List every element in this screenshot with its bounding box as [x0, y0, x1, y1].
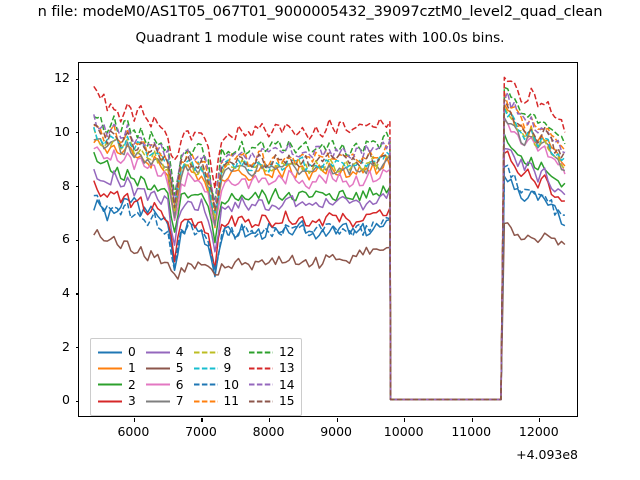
legend-entry-4[interactable]: 4 — [145, 344, 184, 360]
x-tick-label: 9000 — [320, 424, 352, 439]
legend-swatch-10 — [193, 384, 218, 386]
legend-label-6: 6 — [175, 377, 184, 392]
legend-label-14: 14 — [279, 377, 295, 392]
y-tick-mark — [75, 78, 79, 80]
x-tick-label: 11000 — [451, 424, 492, 439]
x-tick-mark — [133, 418, 135, 422]
legend-label-10: 10 — [223, 377, 240, 392]
legend-swatch-12 — [249, 351, 274, 354]
legend-entry-5[interactable]: 5 — [145, 360, 184, 376]
figure-suptitle: n file: modeM0/AS1T05_067T01_9000005432_… — [37, 3, 603, 20]
legend-label-1: 1 — [128, 361, 136, 376]
legend-swatch-8 — [193, 351, 218, 354]
x-tick-mark — [201, 418, 203, 422]
legend-swatch-3 — [98, 400, 122, 403]
x-tick-mark — [471, 418, 473, 422]
x-tick-label: 12000 — [518, 424, 559, 439]
legend-swatch-2 — [98, 384, 122, 386]
legend-swatch-5 — [145, 367, 170, 370]
x-tick-mark — [336, 418, 338, 422]
legend-label-2: 2 — [128, 377, 136, 392]
y-tick-label: 4 — [62, 284, 70, 300]
y-tick-label: 10 — [54, 123, 70, 139]
legend-label-3: 3 — [128, 394, 136, 409]
legend-swatch-1 — [98, 367, 122, 370]
legend-entry-14[interactable]: 14 — [248, 377, 295, 393]
legend-label-13: 13 — [279, 361, 295, 376]
x-axis-offset-label: +4.093e8 — [516, 447, 578, 462]
y-tick-label: 12 — [54, 70, 70, 86]
legend-label-15: 15 — [279, 394, 295, 409]
x-tick-mark — [404, 418, 406, 422]
legend-entry-8[interactable]: 8 — [193, 344, 240, 360]
y-tick-mark — [75, 239, 79, 241]
legend-swatch-15 — [249, 400, 274, 403]
legend-entry-0[interactable]: 0 — [97, 344, 136, 360]
legend-entry-1[interactable]: 1 — [97, 360, 136, 376]
legend-label-5: 5 — [175, 361, 184, 376]
count-rate-line-chart — [93, 76, 566, 401]
legend-label-11: 11 — [223, 394, 240, 409]
legend-entry-7[interactable]: 7 — [145, 393, 184, 409]
y-tick-label: 6 — [62, 231, 70, 247]
legend-entry-12[interactable]: 12 — [248, 344, 295, 360]
y-tick-mark — [75, 400, 79, 402]
x-tick-label: 6000 — [117, 424, 150, 439]
legend-swatch-13 — [249, 367, 274, 370]
legend-swatch-0 — [98, 351, 122, 354]
legend-entry-9[interactable]: 9 — [193, 360, 240, 376]
legend-label-8: 8 — [223, 345, 232, 360]
legend-entry-2[interactable]: 2 — [97, 377, 136, 393]
y-tick-label: 0 — [62, 392, 70, 408]
module-legend[interactable]: 0 1 2 3 4 5 6 7 8 9 10 11 12 13 14 15 — [90, 338, 302, 416]
x-tick-label: 8000 — [252, 424, 285, 439]
legend-entry-3[interactable]: 3 — [97, 393, 136, 409]
legend-label-9: 9 — [223, 361, 232, 376]
y-tick-mark — [75, 186, 79, 188]
y-tick-mark — [75, 347, 79, 349]
legend-entry-15[interactable]: 15 — [248, 393, 295, 409]
legend-label-4: 4 — [175, 345, 184, 360]
x-tick-label: 7000 — [185, 424, 217, 439]
legend-label-7: 7 — [175, 394, 184, 409]
legend-entry-13[interactable]: 13 — [248, 360, 295, 376]
plot-title: Quadrant 1 module wise count rates with … — [135, 30, 505, 46]
y-tick-label: 8 — [62, 177, 70, 193]
legend-swatch-6 — [145, 384, 170, 386]
y-tick-mark — [75, 293, 79, 295]
legend-label-0: 0 — [128, 345, 136, 360]
legend-swatch-4 — [145, 351, 170, 354]
legend-swatch-7 — [145, 400, 170, 403]
series-line-15 — [93, 98, 566, 401]
legend-swatch-9 — [193, 367, 218, 370]
legend-swatch-14 — [249, 384, 274, 386]
legend-swatch-11 — [193, 400, 218, 403]
legend-entry-10[interactable]: 10 — [193, 377, 240, 393]
y-tick-mark — [75, 132, 79, 134]
legend-entry-6[interactable]: 6 — [145, 377, 184, 393]
x-tick-mark — [539, 418, 541, 422]
x-tick-mark — [269, 418, 271, 422]
legend-entry-11[interactable]: 11 — [193, 393, 240, 409]
legend-label-12: 12 — [279, 345, 295, 360]
x-tick-label: 10000 — [383, 424, 424, 439]
y-tick-label: 2 — [62, 338, 70, 354]
